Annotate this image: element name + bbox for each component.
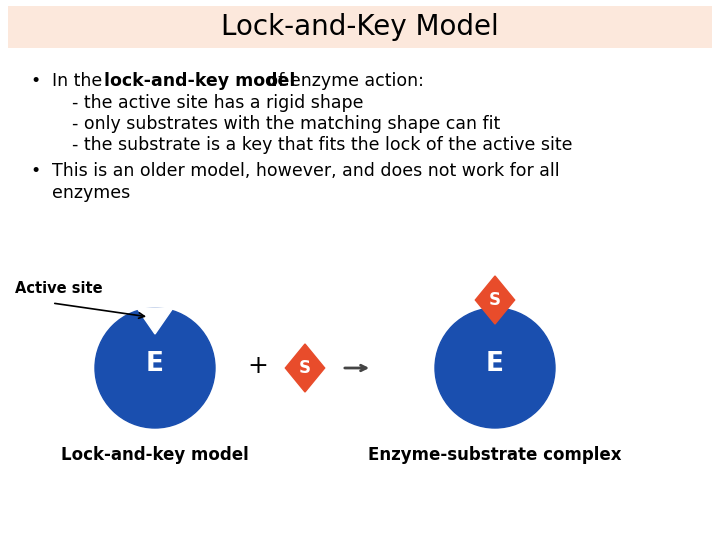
Text: +: + xyxy=(248,354,269,378)
Text: S: S xyxy=(299,359,311,377)
Text: Active site: Active site xyxy=(15,281,103,296)
Circle shape xyxy=(95,308,215,428)
Text: - the active site has a rigid shape: - the active site has a rigid shape xyxy=(72,93,364,111)
Polygon shape xyxy=(475,276,515,324)
Text: •: • xyxy=(30,163,40,180)
Text: E: E xyxy=(486,351,504,377)
Text: •: • xyxy=(30,72,40,90)
Polygon shape xyxy=(137,308,173,334)
Text: lock-and-key model: lock-and-key model xyxy=(104,72,295,90)
Text: E: E xyxy=(146,351,164,377)
Text: - the substrate is a key that fits the lock of the active site: - the substrate is a key that fits the l… xyxy=(72,137,572,154)
Text: enzymes: enzymes xyxy=(52,184,130,202)
Text: of enzyme action:: of enzyme action: xyxy=(262,72,424,90)
Text: S: S xyxy=(489,291,501,309)
Text: In the: In the xyxy=(52,72,108,90)
Polygon shape xyxy=(285,344,325,392)
Text: - only substrates with the matching shape can fit: - only substrates with the matching shap… xyxy=(72,115,500,133)
Circle shape xyxy=(435,308,555,428)
Text: This is an older model, however, and does not work for all: This is an older model, however, and doe… xyxy=(52,163,559,180)
FancyBboxPatch shape xyxy=(8,6,712,48)
Text: Lock-and-key model: Lock-and-key model xyxy=(61,446,249,464)
Text: Lock-and-Key Model: Lock-and-Key Model xyxy=(221,13,499,41)
Text: Enzyme-substrate complex: Enzyme-substrate complex xyxy=(368,446,622,464)
